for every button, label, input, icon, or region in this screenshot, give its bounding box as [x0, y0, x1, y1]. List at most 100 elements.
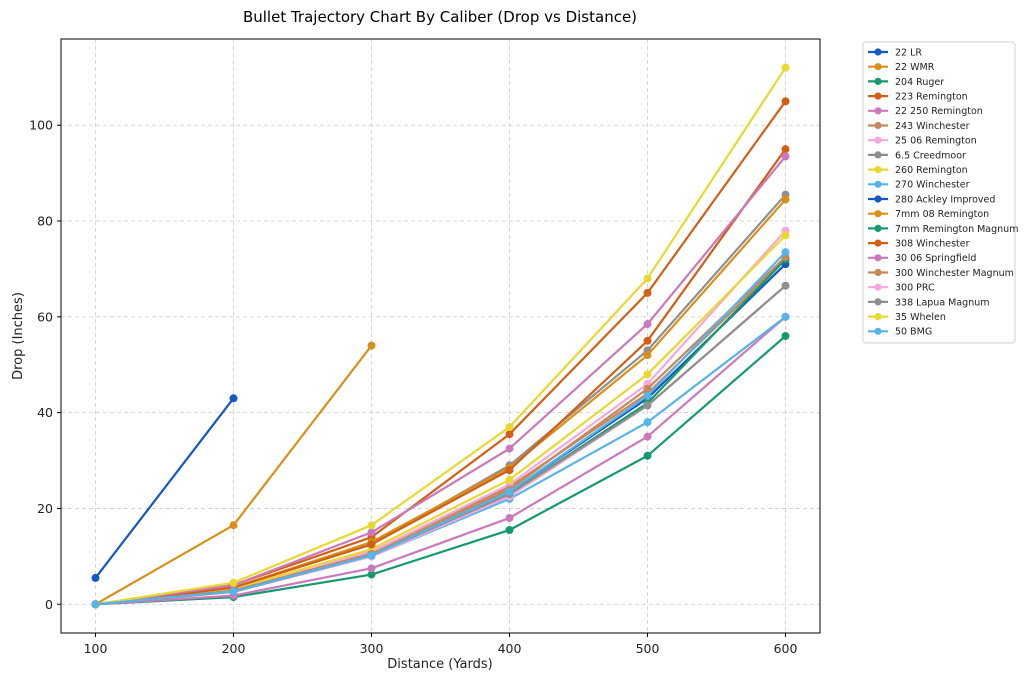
legend-item: 260 Remington — [868, 165, 968, 176]
legend-swatch-marker — [874, 268, 882, 277]
series-308-winchester — [91, 145, 790, 609]
legend-swatch-marker — [874, 63, 882, 71]
data-point — [781, 312, 790, 321]
legend-item: 25 06 Remington — [868, 136, 977, 147]
data-point — [229, 587, 238, 596]
x-tick-label: 100 — [84, 641, 108, 656]
data-point — [643, 288, 652, 297]
series-line — [95, 335, 787, 606]
legend-item: 6.5 Creedmoor — [868, 150, 966, 161]
legend-swatch-marker — [874, 121, 882, 130]
data-point — [367, 528, 376, 537]
data-point — [643, 432, 652, 441]
legend-swatch-marker — [874, 298, 882, 306]
x-tick-label: 300 — [360, 641, 384, 656]
legend-swatch-marker — [874, 283, 882, 291]
data-point — [781, 332, 790, 340]
series-line — [95, 251, 787, 606]
tick-labels: 100 200 300 400 500 600 0 20 40 60 80 100 — [29, 118, 797, 656]
legend-label: 270 Winchester — [895, 180, 970, 191]
data-point — [643, 351, 652, 360]
data-point — [505, 430, 514, 439]
data-point — [367, 540, 376, 549]
data-point — [643, 274, 652, 283]
data-point — [643, 384, 652, 393]
legend-swatch-marker — [874, 48, 882, 56]
legend-item: 243 Winchester — [868, 121, 970, 132]
y-tick-label: 0 — [45, 597, 53, 612]
data-point — [781, 195, 790, 204]
legend-item: 7mm Remington Magnum — [868, 224, 1018, 235]
legend-item: 280 Ackley Improved — [868, 194, 995, 205]
series-line — [95, 315, 787, 606]
series-line — [95, 148, 787, 606]
legend-item: 300 Winchester Magnum — [868, 268, 1014, 279]
data-point — [91, 600, 100, 609]
legend-label: 243 Winchester — [895, 121, 970, 132]
legend-swatch-marker — [874, 92, 882, 100]
data-point — [781, 152, 790, 161]
series-line — [95, 234, 787, 606]
series-300-winchester-magnum — [91, 252, 790, 609]
x-tick-label: 400 — [498, 641, 522, 656]
data-point — [505, 475, 514, 484]
data-point — [781, 281, 790, 290]
legend-item: 338 Lapua Magnum — [868, 297, 990, 308]
legend-item: 30 06 Springfield — [868, 253, 976, 264]
legend-item: 7mm 08 Remington — [868, 209, 989, 220]
data-point — [505, 423, 514, 432]
series-338-lapua-magnum — [91, 281, 790, 609]
data-point — [505, 526, 514, 535]
series-line — [95, 100, 787, 606]
data-point — [643, 418, 652, 427]
legend-item: 50 BMG — [868, 327, 932, 338]
legend-item: 35 Whelen — [868, 312, 946, 323]
data-point — [643, 370, 652, 379]
legend-label: 204 Ruger — [895, 77, 944, 88]
legend-swatch-marker — [874, 210, 882, 218]
legend-label: 308 Winchester — [895, 239, 970, 250]
legend-label: 338 Lapua Magnum — [895, 297, 990, 308]
data-point — [229, 394, 238, 403]
legend-label: 300 Winchester Magnum — [895, 268, 1014, 279]
data-point — [229, 521, 238, 530]
series-layer — [91, 63, 790, 609]
data-point — [643, 451, 652, 460]
legend-label: 280 Ackley Improved — [895, 194, 995, 205]
legend-label: 22 250 Remington — [895, 106, 983, 117]
data-point — [643, 320, 652, 329]
x-tick-label: 200 — [222, 641, 246, 656]
x-tick-label: 500 — [636, 641, 660, 656]
data-point — [367, 521, 376, 530]
chart-title: Bullet Trajectory Chart By Caliber (Drop… — [243, 8, 637, 26]
x-axis-label: Distance (Yards) — [387, 657, 492, 672]
legend-swatch-marker — [874, 195, 882, 203]
y-tick-label: 80 — [37, 214, 53, 229]
series-line — [95, 155, 787, 606]
series-line — [95, 67, 787, 606]
legend-item: 22 WMR — [868, 62, 935, 73]
data-point — [505, 444, 514, 453]
legend-label: 35 Whelen — [895, 312, 946, 323]
data-point — [229, 578, 238, 587]
legend-swatch-marker — [874, 77, 882, 85]
data-point — [781, 63, 790, 72]
data-point — [781, 231, 790, 240]
series-line — [95, 229, 787, 606]
y-tick-label: 60 — [37, 309, 53, 324]
legend-label: 7mm 08 Remington — [895, 209, 989, 220]
plot-frame — [60, 38, 821, 634]
y-axis-label: Drop (Inches) — [11, 292, 26, 380]
series-line — [94, 397, 235, 579]
legend-label: 300 PRC — [895, 283, 935, 294]
legend-item: 22 250 Remington — [868, 106, 983, 117]
data-point — [643, 391, 652, 400]
legend-swatch-marker — [874, 239, 882, 247]
series-22-lr — [91, 394, 238, 582]
legend-swatch-marker — [874, 107, 882, 115]
data-point — [367, 551, 376, 560]
legend-label: 25 06 Remington — [895, 136, 977, 147]
legend-item: 22 LR — [868, 47, 922, 58]
legend-label: 22 WMR — [895, 62, 935, 73]
legend-swatch-marker — [874, 254, 882, 262]
